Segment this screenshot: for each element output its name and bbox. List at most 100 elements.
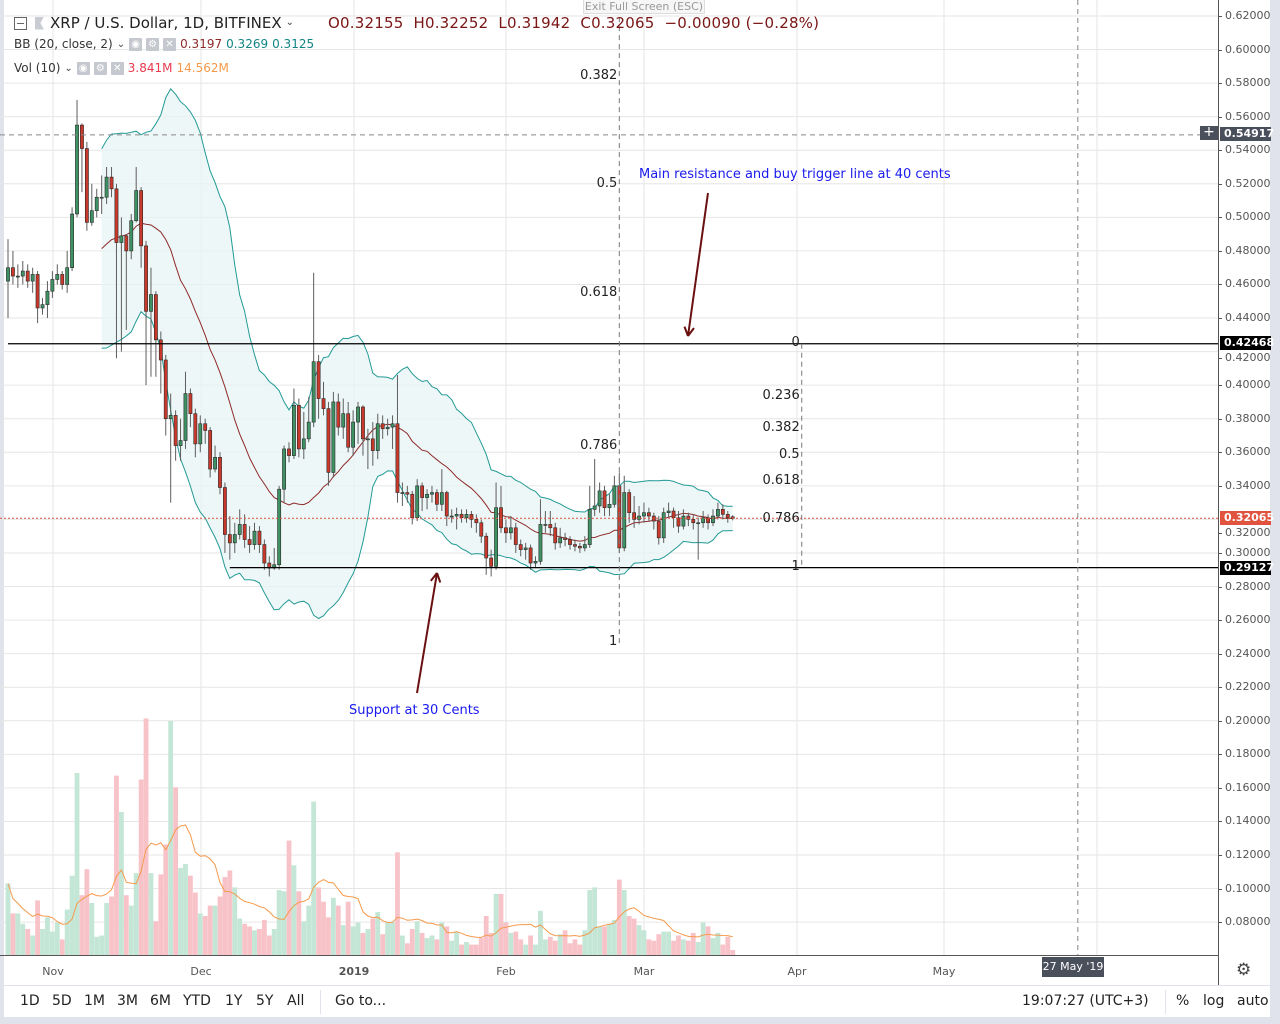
resistance-annotation[interactable]: Main resistance and buy trigger line at … xyxy=(639,167,951,182)
candle-body xyxy=(439,492,444,505)
symbol-title[interactable]: XRP / U.S. Dollar, 1D, BITFINEX xyxy=(50,14,282,32)
volume-bar xyxy=(133,873,139,955)
bb-label[interactable]: BB (20, close, 2) xyxy=(14,37,113,51)
volume-bar xyxy=(355,922,361,955)
volume-bar xyxy=(602,926,607,955)
candle-body xyxy=(523,547,528,550)
candle-body xyxy=(227,534,232,544)
candle-body xyxy=(40,304,45,309)
range-3m-button[interactable]: 3M xyxy=(117,993,138,1009)
volume-bar xyxy=(118,812,124,955)
bb-legend: BB (20, close, 2) ⌄ ◉ ⚙ ✕ 0.3197 0.3269 0.… xyxy=(14,37,314,51)
volume-bar xyxy=(128,905,134,955)
bb-upper-line xyxy=(101,88,733,513)
resistance-arrow-head xyxy=(687,327,695,337)
close-icon[interactable]: ✕ xyxy=(110,61,124,75)
candle-body xyxy=(45,290,50,305)
candle-body xyxy=(666,510,671,513)
close-icon[interactable]: ✕ xyxy=(163,37,177,51)
bottom-edge xyxy=(0,1017,1280,1024)
chevron-down-icon[interactable]: ⌄ xyxy=(285,17,295,28)
candle-body xyxy=(553,527,558,544)
chevron-down-icon[interactable]: ⌄ xyxy=(64,62,73,74)
volume-bar xyxy=(212,905,218,955)
eye-icon[interactable]: ◉ xyxy=(76,61,90,75)
candle-body xyxy=(676,517,681,527)
log-scale-button[interactable]: log xyxy=(1203,993,1225,1009)
vol-label[interactable]: Vol (10) xyxy=(14,61,61,75)
chevron-down-icon[interactable]: ⌄ xyxy=(116,38,126,50)
candle-body xyxy=(415,485,420,519)
candle-body xyxy=(390,423,395,428)
candle-body xyxy=(681,515,686,527)
volume-bar xyxy=(345,901,351,955)
volume-legend: Vol (10) ⌄ ◉ ⚙ ✕ 3.841M 14.562M xyxy=(14,61,229,75)
goto-button[interactable]: Go to... xyxy=(335,993,387,1009)
add-order-plus-button[interactable]: + xyxy=(1200,125,1218,140)
candle-body xyxy=(691,519,696,524)
volume-bar xyxy=(681,939,686,955)
support-arrow xyxy=(416,572,438,694)
gear-icon[interactable]: ⚙ xyxy=(146,37,160,51)
candle-body xyxy=(75,124,79,215)
volume-bar xyxy=(148,873,154,955)
candle-body xyxy=(646,512,651,517)
percent-scale-button[interactable]: % xyxy=(1176,993,1190,1009)
eye-icon[interactable]: ◉ xyxy=(129,37,143,51)
candle-body xyxy=(109,176,114,190)
range-1d-button[interactable]: 1D xyxy=(20,993,40,1009)
volume-bar xyxy=(429,935,435,955)
price-axis[interactable]: 0.08000 0.10000 0.12000 0.14000 0.16000 0.180… xyxy=(1218,0,1274,955)
candle-body xyxy=(370,438,375,451)
volume-bar xyxy=(715,932,721,955)
volume-bar xyxy=(59,939,65,955)
price-tick-label: 0.60000 xyxy=(1218,42,1271,56)
candle-body xyxy=(50,279,55,292)
volume-bar xyxy=(636,925,642,955)
candle-body xyxy=(94,196,99,211)
volume-bar xyxy=(64,909,70,955)
volume-bar xyxy=(587,890,593,955)
clock-timezone[interactable]: 19:07:27 (UTC+3) xyxy=(1022,993,1149,1009)
range-5y-button[interactable]: 5Y xyxy=(256,993,274,1009)
chart-settings-gear-icon[interactable]: ⚙ xyxy=(1236,960,1252,980)
candle-body xyxy=(11,267,15,277)
candle-body xyxy=(316,361,321,399)
range-5d-button[interactable]: 5D xyxy=(52,993,72,1009)
candle-body xyxy=(479,522,484,537)
support-annotation[interactable]: Support at 30 Cents xyxy=(349,703,480,718)
candle-body xyxy=(612,485,617,505)
candle-body xyxy=(124,235,129,252)
candle-body xyxy=(30,274,35,282)
volume-bar xyxy=(434,939,440,955)
volume-bar xyxy=(488,932,494,955)
candle-body xyxy=(60,274,65,285)
volume-bar xyxy=(237,918,243,955)
range-all-button[interactable]: All xyxy=(287,993,305,1009)
range-ytd-button[interactable]: YTD xyxy=(183,993,211,1009)
range-1m-button[interactable]: 1M xyxy=(84,993,105,1009)
price-tick-label: 0.16000 xyxy=(1218,780,1271,794)
volume-bar xyxy=(10,913,16,955)
volume-bar xyxy=(281,891,287,955)
candle-body xyxy=(637,515,641,520)
price-chart[interactable] xyxy=(0,0,1218,955)
candle-body xyxy=(420,485,425,498)
volume-bar xyxy=(656,934,662,955)
flag-icon[interactable] xyxy=(35,16,44,30)
candle-body xyxy=(237,524,242,535)
collapse-legend-icon[interactable] xyxy=(14,16,27,30)
candle-body xyxy=(114,188,119,243)
volume-bar xyxy=(454,931,460,955)
price-tick-label: 0.36000 xyxy=(1218,445,1271,459)
volume-bar xyxy=(592,887,598,955)
range-1y-button[interactable]: 1Y xyxy=(225,993,243,1009)
gear-icon[interactable]: ⚙ xyxy=(93,61,107,75)
candle-body xyxy=(301,438,306,450)
auto-scale-button[interactable]: auto xyxy=(1237,993,1269,1009)
candle-body xyxy=(139,190,144,247)
range-6m-button[interactable]: 6M xyxy=(150,993,171,1009)
volume-bar xyxy=(676,935,681,955)
time-axis[interactable]: Nov Dec 2019 Feb Mar Apr May xyxy=(0,955,1218,986)
candle-body xyxy=(65,267,70,285)
